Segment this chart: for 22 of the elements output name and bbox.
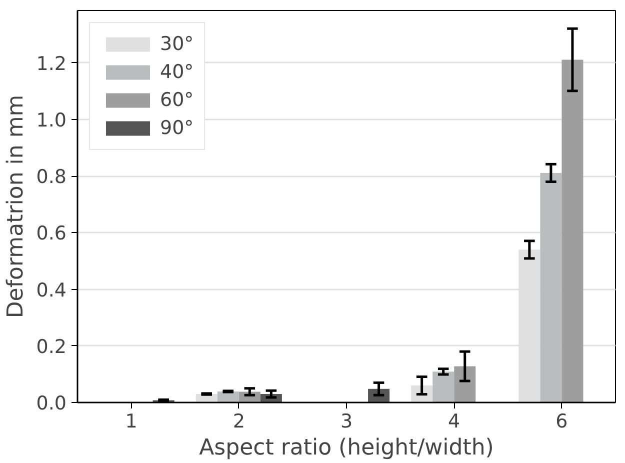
legend-label: 60°	[160, 89, 194, 111]
legend-label: 90°	[160, 117, 194, 139]
x-tick-label: 1	[125, 410, 138, 432]
x-tick-label: 2	[232, 410, 245, 432]
x-tick-label: 3	[340, 410, 353, 432]
x-tick-label: 4	[448, 410, 460, 432]
legend-label: 30°	[160, 33, 194, 55]
y-tick-label: 1.0	[36, 109, 66, 132]
y-tick-label: 0.0	[36, 392, 66, 414]
legend-label: 40°	[160, 61, 194, 83]
x-axis-title: Aspect ratio (height/width)	[199, 436, 494, 460]
bar	[454, 366, 476, 402]
y-tick-label: 0.2	[36, 336, 66, 358]
y-axis-title: Deformatrion in mm	[3, 94, 28, 318]
y-tick-label: 0.8	[36, 166, 66, 188]
bar	[562, 60, 584, 402]
y-tick-label: 0.4	[36, 279, 66, 302]
y-tick-label: 0.6	[36, 222, 66, 245]
y-tick-label: 1.2	[36, 52, 66, 75]
bar	[432, 372, 454, 402]
x-tick-label: 6	[556, 410, 568, 432]
bar	[540, 172, 562, 402]
